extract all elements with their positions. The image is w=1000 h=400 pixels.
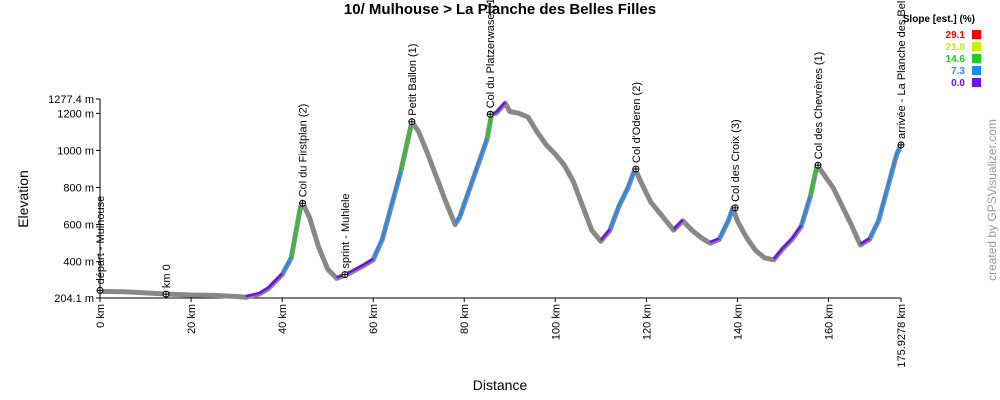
waypoint-label: Col d'Oderen (2) bbox=[631, 82, 643, 163]
waypoint-label: km 0 bbox=[161, 264, 173, 288]
y-tick-label: 800 m bbox=[63, 183, 94, 195]
legend-title: Slope [est.] (%) bbox=[903, 14, 975, 25]
slope-segment bbox=[258, 286, 270, 295]
slope-segment bbox=[372, 237, 384, 260]
waypoint-cross bbox=[341, 271, 348, 278]
slope-segment bbox=[458, 189, 470, 217]
legend-value: 21.8 bbox=[946, 42, 966, 53]
x-tick-label: 20 km bbox=[186, 304, 198, 334]
y-tick-label: 400 m bbox=[63, 257, 94, 269]
legend-swatch bbox=[972, 66, 981, 75]
slope-segment bbox=[859, 237, 871, 246]
waypoint-cross bbox=[632, 165, 639, 172]
x-tick-label: 60 km bbox=[368, 304, 380, 334]
waypoint-label: Col du Platzerwasel (1) bbox=[485, 0, 497, 108]
credit: created by GPSVisualizer.com bbox=[985, 119, 999, 281]
waypoint-cross bbox=[487, 111, 494, 118]
waypoint-label: départ - Mulhouse bbox=[95, 196, 107, 285]
x-tick-label: 40 km bbox=[277, 304, 289, 334]
waypoint-cross bbox=[97, 287, 103, 294]
slope-segment bbox=[467, 163, 480, 191]
slope-segment bbox=[886, 152, 898, 187]
waypoint-cross bbox=[898, 141, 904, 148]
waypoint-label: Col des Croix (3) bbox=[730, 119, 742, 202]
x-tick-label: 175.9278 km bbox=[896, 304, 908, 368]
legend-swatch bbox=[972, 30, 981, 39]
slope-segment bbox=[349, 263, 365, 273]
slope-segment bbox=[709, 237, 720, 244]
waypoint-label: Col du Firstplan (2) bbox=[298, 104, 310, 198]
legend-swatch bbox=[972, 42, 981, 51]
x-tick-label: 160 km bbox=[823, 304, 835, 340]
slope-segment bbox=[791, 224, 803, 240]
slope-segment bbox=[267, 272, 284, 289]
y-tick-label: 600 m bbox=[63, 220, 94, 232]
chart-title: 10/ Mulhouse > La Planche des Belles Fil… bbox=[344, 1, 656, 18]
legend-value: 7.3 bbox=[951, 66, 965, 77]
waypoint-cross bbox=[163, 291, 170, 298]
slope-segment bbox=[599, 228, 611, 242]
slope-segment bbox=[608, 204, 621, 230]
slope-segment bbox=[782, 237, 793, 249]
waypoint-cross bbox=[732, 204, 739, 211]
y-axis-label: Elevation bbox=[15, 170, 31, 228]
slope-segment bbox=[672, 219, 684, 231]
slope-segment bbox=[868, 219, 880, 239]
slope-segment bbox=[399, 120, 414, 172]
slope-segment bbox=[495, 101, 507, 114]
x-tick-label: 0 km bbox=[95, 304, 107, 328]
slope-segment bbox=[390, 171, 402, 206]
waypoint-cross bbox=[299, 200, 306, 207]
slope-segment bbox=[772, 246, 784, 260]
waypoint-label: Petit Ballon (1) bbox=[407, 44, 419, 116]
x-tick-label: 100 km bbox=[550, 304, 562, 340]
x-axis-label: Distance bbox=[473, 377, 528, 393]
waypoint-cross bbox=[815, 162, 822, 169]
legend-value: 14.6 bbox=[946, 54, 966, 65]
slope-segment bbox=[281, 256, 293, 275]
waypoint-label: sprint - Muhlele bbox=[340, 193, 352, 268]
legend-swatch bbox=[972, 54, 981, 63]
slope-segment bbox=[454, 215, 461, 225]
slope-segment bbox=[476, 137, 489, 165]
x-tick-label: 120 km bbox=[641, 304, 653, 340]
y-tick-label: 204.1 m bbox=[54, 293, 94, 305]
legend-value: 0.0 bbox=[951, 78, 965, 89]
waypoint-cross bbox=[408, 118, 415, 125]
waypoint-label: Col des Chevrères (1) bbox=[813, 52, 825, 160]
slope-segment bbox=[809, 164, 819, 197]
slope-segment bbox=[289, 206, 302, 258]
x-tick-label: 140 km bbox=[732, 304, 744, 340]
legend-value: 29.1 bbox=[946, 30, 966, 41]
y-tick-label: 1000 m bbox=[57, 145, 94, 157]
slope-segment bbox=[363, 257, 374, 266]
elevation-line bbox=[99, 100, 904, 300]
slope-segment bbox=[877, 186, 889, 221]
x-tick-label: 80 km bbox=[459, 304, 471, 334]
slope-segment bbox=[381, 204, 393, 239]
y-tick-label: 1200 m bbox=[57, 108, 94, 120]
slope-segment bbox=[245, 291, 260, 298]
waypoint-label: arrivée - La Planche des Belles Filles bbox=[896, 0, 908, 139]
slope-segment bbox=[799, 195, 812, 226]
legend-swatch bbox=[972, 78, 981, 87]
slope-segment bbox=[617, 185, 630, 206]
slope-segment bbox=[718, 219, 730, 239]
y-tick-label: 1277.4 m bbox=[48, 94, 94, 106]
